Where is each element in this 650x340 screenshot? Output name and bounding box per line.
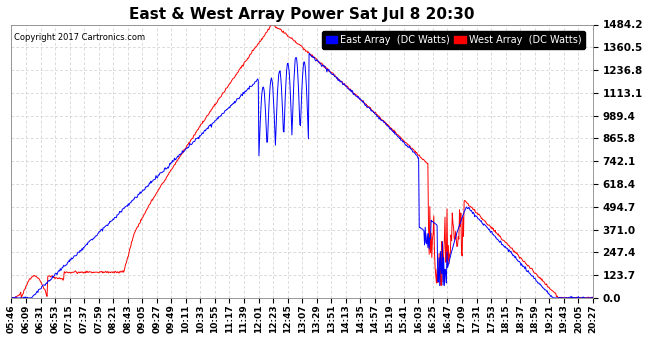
Text: Copyright 2017 Cartronics.com: Copyright 2017 Cartronics.com: [14, 33, 146, 42]
Title: East & West Array Power Sat Jul 8 20:30: East & West Array Power Sat Jul 8 20:30: [129, 7, 475, 22]
Legend: East Array  (DC Watts), West Array  (DC Watts): East Array (DC Watts), West Array (DC Wa…: [322, 31, 585, 49]
